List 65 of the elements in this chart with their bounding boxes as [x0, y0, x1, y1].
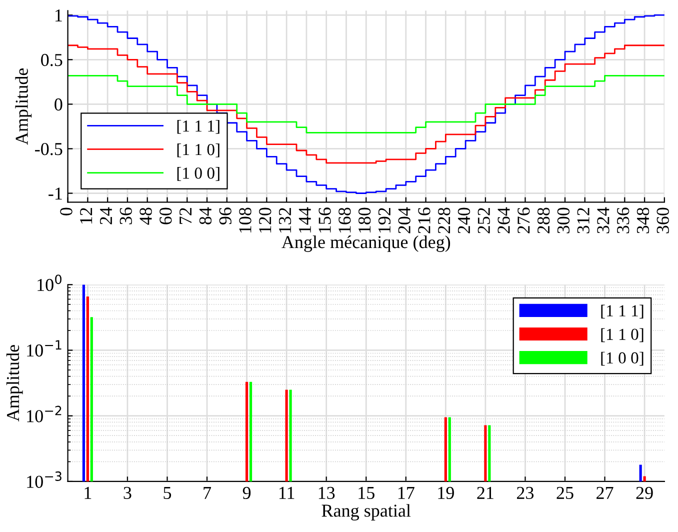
x-tick-label: 36 [120, 208, 132, 224]
x-tick-label: 0 [60, 208, 72, 216]
y-tick-label: 10$^{−2}$ [27, 406, 62, 422]
x-tick-label: 19 [438, 486, 454, 500]
x-tick-label: 60 [160, 208, 172, 224]
x-tick-label: 3 [124, 486, 132, 500]
y-tick-label: -0.5 [35, 142, 62, 156]
x-tick-label: 180 [358, 208, 371, 233]
x-tick-label: 252 [478, 208, 490, 234]
legend-label: [1 1 1] [177, 120, 220, 134]
x-tick-label: 7 [204, 487, 212, 499]
x-tick-label: 27 [596, 486, 614, 499]
x-tick-label: 29 [636, 486, 653, 500]
x-tick-label: 96 [219, 208, 232, 224]
x-tick-label: 23 [516, 486, 534, 500]
y-tick-label: -1 [48, 188, 62, 200]
x-tick-label: 21 [477, 486, 494, 499]
x-tick-label: 120 [259, 208, 272, 233]
y-tick-label: 1 [56, 9, 62, 22]
x-tick-label: 348 [636, 208, 650, 234]
x-tick-label: 300 [557, 208, 570, 234]
legend-label: [1 1 0] [177, 143, 220, 158]
x-tick-label: 288 [537, 208, 550, 234]
x-tick-label: 17 [398, 486, 414, 499]
x-tick-label: 132 [278, 208, 292, 233]
x-tick-label: 5 [164, 487, 172, 500]
x-axis-title: Rang spatial [322, 504, 411, 521]
x-tick-label: 25 [556, 486, 574, 500]
legend-label: [1 0 0] [601, 352, 644, 366]
x-tick-label: 108 [239, 208, 252, 233]
x-tick-label: 360 [656, 208, 669, 234]
x-tick-label: 324 [597, 207, 610, 234]
y-tick-label: 0 [54, 98, 62, 111]
x-axis-title: Angle mécanique (deg) [282, 235, 450, 252]
legend-label: [1 0 0] [177, 167, 220, 181]
x-tick-label: 312 [577, 208, 590, 234]
x-tick-label: 1 [84, 486, 92, 499]
y-tick-label: 10$^{−1}$ [27, 340, 62, 357]
x-tick-label: 276 [518, 208, 530, 234]
x-tick-label: 48 [140, 208, 152, 225]
x-tick-label: 84 [199, 207, 212, 224]
x-tick-label: 15 [358, 486, 374, 500]
x-tick-label: 9 [242, 486, 251, 500]
x-tick-label: 24 [100, 207, 112, 224]
x-tick-label: 144 [298, 207, 311, 233]
y-axis-title: Amplitude [6, 345, 23, 422]
y-tick-label: 10$^{0}$ [38, 274, 62, 292]
y-axis-title: Amplitude [15, 68, 32, 145]
x-tick-label: 228 [438, 208, 450, 234]
legend-label: [1 1 1] [601, 304, 644, 319]
x-tick-label: 216 [418, 208, 430, 234]
y-tick-label: 10$^{−3}$ [27, 471, 62, 488]
x-tick-label: 72 [180, 208, 192, 224]
x-tick-label: 192 [378, 208, 391, 233]
x-tick-label: 11 [279, 486, 294, 499]
x-tick-label: 240 [458, 208, 470, 234]
legend-label: [1 1 0] [601, 328, 644, 342]
x-tick-label: 264 [498, 207, 510, 234]
x-tick-label: 156 [318, 208, 331, 233]
x-tick-label: 13 [318, 486, 335, 500]
x-tick-label: 168 [338, 208, 351, 233]
y-tick-label: 0.5 [41, 54, 62, 66]
x-tick-label: 204 [398, 207, 410, 234]
x-tick-label: 12 [80, 208, 92, 224]
x-tick-label: 336 [617, 208, 630, 234]
